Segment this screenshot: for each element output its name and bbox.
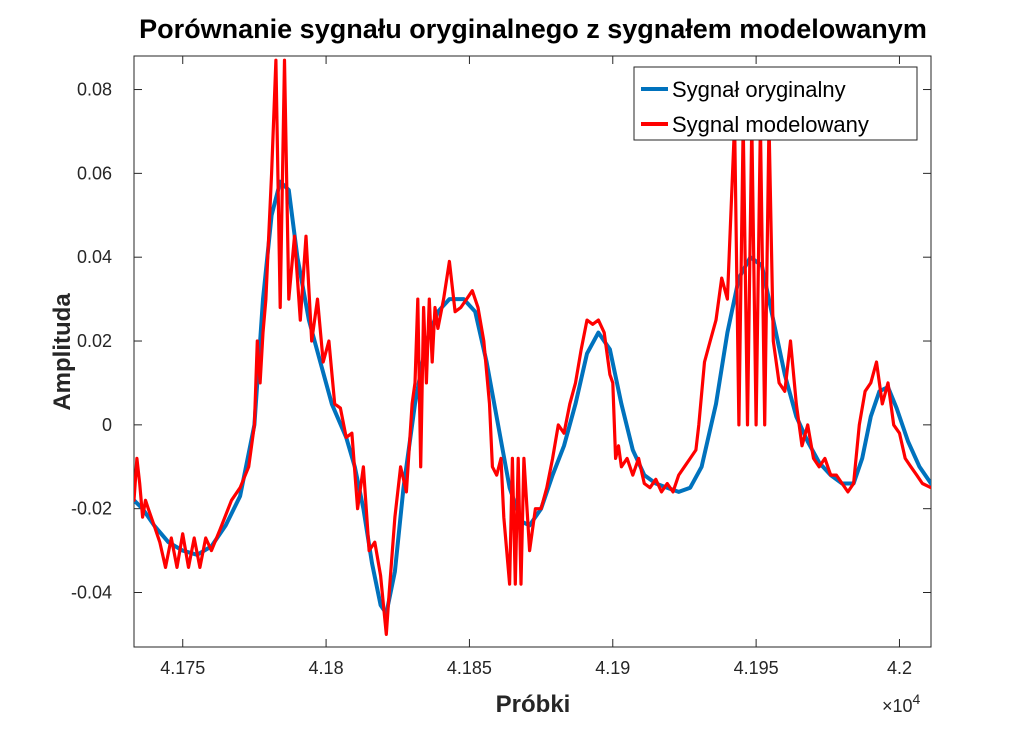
chart-title: Porównanie sygnału oryginalnego z sygnał…: [139, 14, 927, 44]
x-tick-label: 4.18: [309, 658, 344, 678]
y-tick-label: 0.08: [77, 80, 112, 100]
legend-label-modeled: Sygnal modelowany: [672, 112, 869, 137]
y-axis-label: Amplituda: [49, 293, 76, 411]
x-tick-label: 4.19: [595, 658, 630, 678]
y-tick-label: 0.06: [77, 163, 112, 183]
legend: Sygnał oryginalny Sygnal modelowany: [633, 66, 918, 141]
y-axis-ticks: -0.04 -0.02 0 0.02 0.04 0.06 0.08: [71, 80, 931, 603]
x-axis-exponent: ×104: [882, 691, 921, 716]
x-exponent-power: 4: [913, 691, 921, 707]
x-axis-ticks: 4.175 4.18 4.185 4.19 4.195 4.2: [160, 56, 912, 678]
plot-area: [133, 55, 932, 648]
y-tick-label: -0.04: [71, 583, 112, 603]
series-line-modeled: [134, 58, 931, 637]
svg-text:×104: ×104: [882, 691, 921, 716]
x-tick-label: 4.195: [734, 658, 779, 678]
legend-box: [633, 66, 918, 141]
x-tick-label: 4.185: [447, 658, 492, 678]
x-axis-label: Próbki: [496, 691, 571, 718]
x-exponent-base: ×10: [882, 696, 913, 716]
x-tick-label: 4.175: [160, 658, 205, 678]
y-tick-label: -0.02: [71, 499, 112, 519]
y-tick-label: 0.04: [77, 247, 112, 267]
y-tick-label: 0.02: [77, 331, 112, 351]
x-tick-label: 4.2: [887, 658, 912, 678]
series-layer: [134, 58, 931, 637]
y-tick-label: 0: [102, 415, 112, 435]
legend-label-original: Sygnał oryginalny: [672, 77, 846, 102]
